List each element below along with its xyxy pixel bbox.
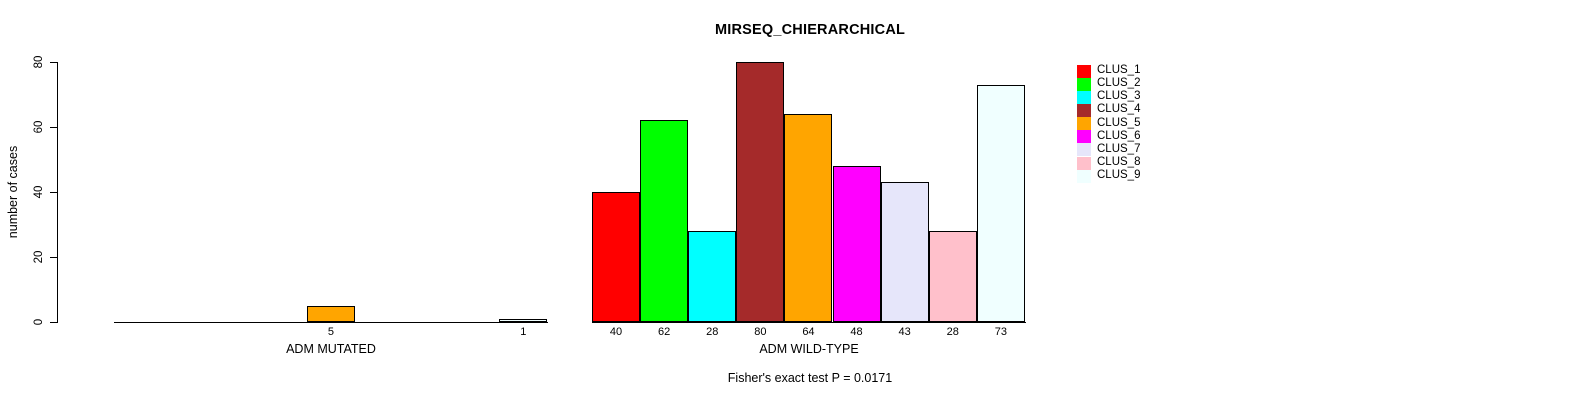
bar-clus_9-group1 — [499, 319, 548, 322]
chart-title: MIRSEQ_CHIERARCHICAL — [714, 22, 906, 38]
bar-clus_8-group2 — [928, 231, 977, 322]
bar-clus_2-group2 — [640, 120, 689, 322]
y-axis-tick — [50, 126, 57, 128]
group-label-adm-wild-type: ADM WILD-TYPE — [759, 342, 859, 356]
annotation-fisher-test: Fisher's exact test P = 0.0171 — [727, 371, 893, 385]
bar-clus_3-group2 — [688, 231, 737, 322]
bar-value-label: 28 — [946, 326, 959, 338]
legend-swatch-clus_3 — [1077, 90, 1091, 104]
group-label-adm-mutated: ADM MUTATED — [286, 342, 376, 356]
bar-clus_1-group2 — [592, 192, 641, 322]
x-axis-group2 — [592, 322, 1026, 323]
y-axis-tick — [50, 321, 57, 323]
bar-value-label: 62 — [658, 326, 671, 338]
bar-clus_6-group2 — [832, 166, 881, 322]
bar-clus_9-group2 — [976, 85, 1025, 322]
y-axis-label: number of cases — [6, 145, 20, 239]
bar-clus_4-group2 — [736, 62, 785, 322]
bar-value-label: 80 — [754, 326, 767, 338]
x-axis-group1 — [114, 322, 548, 323]
bar-value-label: 73 — [994, 326, 1007, 338]
legend-label-clus_6: CLUS_6 — [1097, 129, 1141, 142]
legend-swatch-clus_5 — [1077, 117, 1091, 131]
legend-label-clus_9: CLUS_9 — [1097, 169, 1141, 182]
legend-label-clus_8: CLUS_8 — [1097, 156, 1141, 169]
bar-value-label: 40 — [609, 326, 623, 338]
legend-label-clus_3: CLUS_3 — [1097, 90, 1141, 103]
bar-value-label: 1 — [520, 326, 527, 338]
bar-value-label: 64 — [802, 326, 815, 338]
legend-swatch-clus_7 — [1077, 143, 1091, 157]
bar-value-label: 43 — [898, 326, 911, 338]
legend-label-clus_2: CLUS_2 — [1097, 77, 1141, 90]
legend-swatch-clus_4 — [1077, 103, 1091, 117]
legend-swatch-clus_9 — [1077, 169, 1091, 183]
bar-clus_7-group2 — [880, 182, 929, 322]
y-axis-tick-label: 60 — [33, 120, 45, 134]
legend-label-clus_4: CLUS_4 — [1097, 103, 1141, 116]
y-axis-tick — [50, 61, 57, 63]
bar-value-label: 5 — [327, 326, 334, 338]
y-axis — [57, 62, 58, 323]
y-axis-tick — [50, 191, 57, 193]
bar-clus_5-group2 — [784, 114, 833, 322]
y-axis-tick-label: 20 — [33, 250, 45, 264]
y-axis-tick-label: 0 — [33, 318, 45, 326]
bar-value-label: 28 — [706, 326, 719, 338]
bar-value-label: 48 — [850, 326, 863, 338]
bar-clus_5-group1 — [306, 306, 355, 322]
legend-label-clus_7: CLUS_7 — [1097, 142, 1141, 155]
y-axis-tick-label: 80 — [33, 55, 45, 69]
legend-swatch-clus_2 — [1077, 77, 1091, 91]
legend-swatch-clus_1 — [1077, 64, 1091, 78]
y-axis-tick-label: 40 — [33, 185, 45, 199]
y-axis-tick — [50, 256, 57, 258]
legend-swatch-clus_6 — [1077, 130, 1091, 144]
legend-label-clus_1: CLUS_1 — [1097, 64, 1141, 76]
legend-label-clus_5: CLUS_5 — [1097, 116, 1141, 129]
legend-swatch-clus_8 — [1077, 156, 1091, 170]
